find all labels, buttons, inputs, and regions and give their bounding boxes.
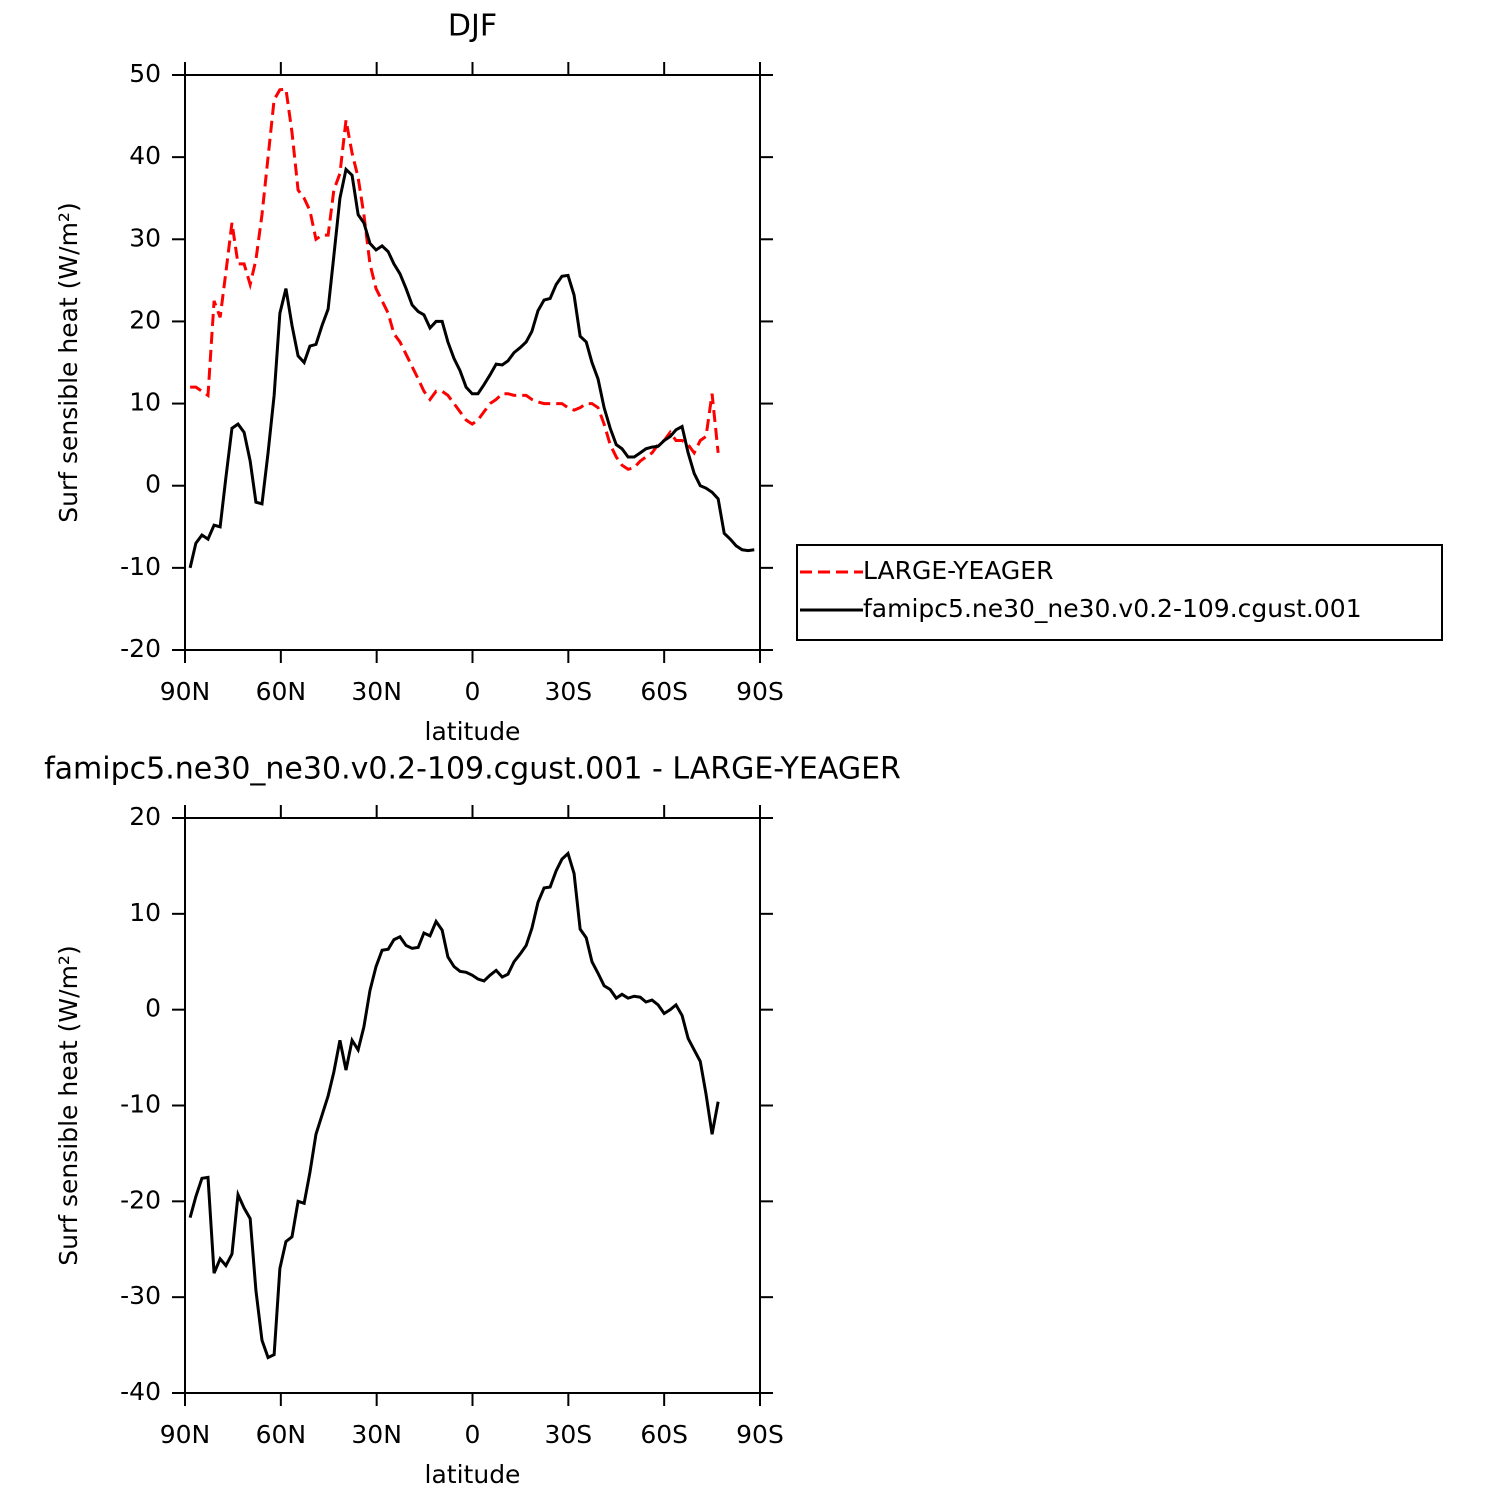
legend-box [796, 544, 1443, 641]
plot-frame [184, 817, 761, 1394]
y-tick-label: 30 [129, 223, 161, 252]
chart-title: DJF [448, 9, 497, 44]
plot-frame [184, 74, 761, 651]
x-tick-label: 0 [465, 677, 481, 706]
y-axis-label: Surf sensible heat (W/m²) [54, 202, 83, 522]
y-tick-label: 10 [129, 388, 161, 417]
x-tick-label: 30S [544, 677, 592, 706]
x-tick-label: 30N [351, 677, 402, 706]
y-tick-label: 40 [129, 141, 161, 170]
x-tick-label: 30S [544, 1420, 592, 1449]
x-tick-label: 60S [640, 1420, 688, 1449]
data-line [190, 87, 720, 471]
y-tick-label: -10 [120, 552, 161, 581]
y-axis-label: Surf sensible heat (W/m²) [54, 945, 83, 1265]
x-tick-label: 90S [736, 1420, 784, 1449]
y-tick-label: 10 [129, 898, 161, 927]
data-line [188, 850, 720, 1360]
y-tick-label: -30 [120, 1281, 161, 1310]
y-tick-label: -10 [120, 1090, 161, 1119]
legend-label: LARGE-YEAGER [863, 556, 1053, 585]
chart-title: famipc5.ne30_ne30.v0.2-109.cgust.001 - L… [44, 752, 901, 787]
y-tick-label: 20 [129, 802, 161, 831]
y-tick-label: -20 [120, 634, 161, 663]
x-axis-label: latitude [425, 1460, 521, 1489]
data-line [188, 166, 755, 569]
legend-label: famipc5.ne30_ne30.v0.2-109.cgust.001 [863, 594, 1362, 623]
x-tick-label: 0 [465, 1420, 481, 1449]
x-tick-label: 90N [160, 677, 211, 706]
y-tick-label: 0 [145, 470, 161, 499]
y-tick-label: -40 [120, 1377, 161, 1406]
x-tick-label: 60N [256, 677, 307, 706]
y-tick-label: -20 [120, 1185, 161, 1214]
x-tick-label: 30N [351, 1420, 402, 1449]
x-tick-label: 60N [256, 1420, 307, 1449]
x-tick-label: 90S [736, 677, 784, 706]
x-tick-label: 90N [160, 1420, 211, 1449]
x-tick-label: 60S [640, 677, 688, 706]
x-axis-label: latitude [425, 717, 521, 746]
y-tick-label: 50 [129, 59, 161, 88]
y-tick-label: 0 [145, 994, 161, 1023]
y-tick-label: 20 [129, 305, 161, 334]
